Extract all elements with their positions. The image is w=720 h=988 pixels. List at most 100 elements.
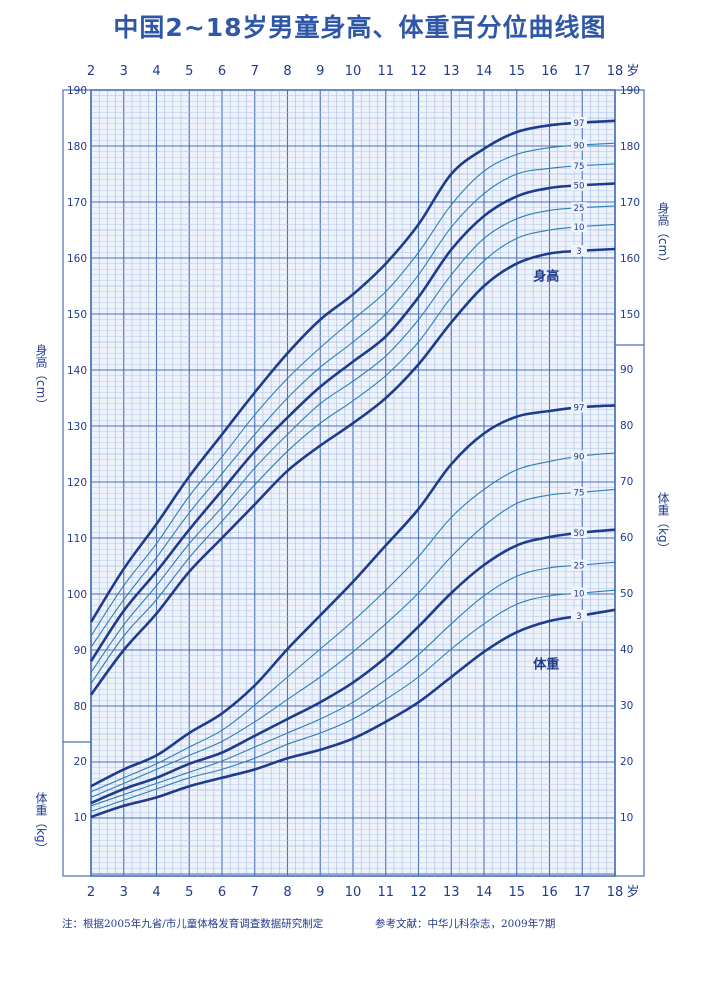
height-tick-label-left: 90: [74, 645, 87, 657]
x-tick-label-bottom: 4: [152, 885, 160, 900]
weight-curve-p50: [90, 528, 616, 805]
weight-label-bg: [570, 559, 587, 571]
height-curve-p90: [90, 142, 616, 637]
x-tick-label-top: 2: [87, 64, 95, 79]
weight-percentile-label-10: 10: [574, 590, 585, 600]
weight-tick-label-right: 90: [620, 364, 633, 376]
x-tick-label-bottom: 17: [574, 885, 591, 900]
right-axis-frame: [614, 89, 645, 877]
x-tick-label-top: 9: [316, 64, 324, 79]
x-tick-label-top: 18: [607, 64, 624, 79]
height-percentile-label-25: 25: [574, 204, 585, 214]
weight-percentile-label-25: 25: [574, 562, 585, 572]
x-tick-label-bottom: 14: [476, 885, 493, 900]
weight-tick-label-right: 50: [620, 588, 633, 600]
left-height-axis-label: 身高（cm）: [34, 344, 48, 411]
x-tick-label-top: 4: [152, 64, 160, 79]
chart-labels: 2 2 3 3 4 4 5 5 6 6 7 7 8 8 9 9 10 10 11 11 12 12 13 13 14 14 15 15…: [67, 64, 640, 900]
x-tick-label-bottom: 12: [410, 885, 427, 900]
x-tick-label-bottom: 2: [87, 885, 95, 900]
weight-percentile-label-75: 75: [574, 489, 585, 499]
weight-curve-p97: [90, 404, 616, 788]
height-tick-label-left: 100: [67, 589, 87, 601]
weight-curve-p10: [90, 589, 616, 812]
x-tick-label-top: 14: [476, 64, 493, 79]
height-tick-label-right: 160: [620, 253, 640, 265]
x-tick-label-bottom: 16: [541, 885, 558, 900]
weight-tick-label-right: 70: [620, 476, 633, 488]
height-label-bg: [570, 202, 587, 214]
height-curve-p3: [89, 247, 616, 696]
weight-tick-label-right: 20: [620, 756, 633, 768]
height-percentile-label-50: 50: [574, 182, 585, 192]
x-tick-label-bottom: 15: [508, 885, 525, 900]
weight-label-bg: [570, 486, 587, 498]
height-label-bg: [570, 116, 587, 128]
left-weight-axis-label: 体重（kg）: [34, 792, 48, 855]
weight-curve-p25: [90, 561, 616, 807]
height-tick-label-left: 160: [67, 253, 87, 265]
x-tick-label-bottom: 18: [607, 885, 624, 900]
height-tick-label-left: 110: [67, 533, 87, 545]
height-tick-label-left: 180: [67, 141, 87, 153]
height-tick-label-right: 180: [620, 141, 640, 153]
weight-percentile-label-90: 90: [574, 452, 585, 462]
height-tick-label-left: 130: [67, 421, 87, 433]
chart-title: 中国2~18岁男童身高、体重百分位曲线图: [113, 13, 607, 42]
x-tick-label-bottom: 9: [316, 885, 324, 900]
height-curve-p50: [89, 182, 616, 662]
weight-percentile-label-97: 97: [574, 404, 585, 414]
height-tick-label-left: 150: [67, 309, 87, 321]
x-tick-label-top: 3: [120, 64, 128, 79]
height-tick-label-right: 190: [620, 85, 640, 97]
height-tick-label-left: 170: [67, 197, 87, 209]
height-percentile-label-90: 90: [574, 141, 585, 151]
height-tick-label-left: 80: [74, 701, 87, 713]
x-tick-label-top: 12: [410, 64, 427, 79]
weight-curve-p3: [90, 608, 616, 819]
weight-curve-p75: [90, 488, 616, 798]
height-tick-label-right: 150: [620, 309, 640, 321]
x-tick-label-top: 17: [574, 64, 591, 79]
height-percentile-label-3: 3: [576, 247, 581, 257]
x-tick-label-bottom: 11: [377, 885, 394, 900]
height-curve-p10: [90, 223, 616, 684]
weight-tick-label-right: 60: [620, 532, 633, 544]
x-tick-label-top: 6: [218, 64, 226, 79]
percentile-curves: [89, 119, 616, 819]
height-tick-label-left: 190: [67, 85, 87, 97]
height-percentile-label-97: 97: [574, 119, 585, 129]
x-tick-label-bottom: 5: [185, 885, 193, 900]
weight-curve-p90: [90, 452, 616, 793]
footer-reference: 参考文献：中华儿科杂志，2009年7期: [375, 918, 556, 930]
weight-label-bg: [570, 587, 587, 599]
x-tick-label-bottom: 10: [345, 885, 362, 900]
weight-tick-label-right: 10: [620, 812, 633, 824]
x-tick-label-top: 8: [283, 64, 291, 79]
height-label-bg: [570, 160, 587, 172]
x-tick-label-bottom: 8: [283, 885, 291, 900]
x-tick-label-top: 11: [377, 64, 394, 79]
weight-curve-group-label: 体重: [533, 657, 559, 673]
height-label-bg: [570, 245, 587, 257]
weight-label-bg: [570, 401, 587, 413]
height-percentile-label-75: 75: [574, 162, 585, 172]
height-label-bg: [570, 139, 587, 151]
x-tick-label-top: 13: [443, 64, 460, 79]
x-unit-bottom: 岁: [626, 885, 639, 900]
height-tick-label-left: 120: [67, 477, 87, 489]
x-tick-label-top: 16: [541, 64, 558, 79]
x-tick-label-bottom: 13: [443, 885, 460, 900]
height-percentile-label-10: 10: [574, 223, 585, 233]
x-tick-label-top: 10: [345, 64, 362, 79]
x-unit-top: 岁: [626, 64, 639, 79]
right-weight-axis-label: 体重（kg）: [656, 492, 670, 555]
weight-label-bg: [570, 609, 587, 621]
height-curve-group-label: 身高: [533, 268, 559, 284]
weight-tick-label-left: 10: [74, 812, 87, 824]
weight-percentile-label-3: 3: [576, 612, 581, 622]
right-height-axis-label: 身高（cm）: [656, 202, 670, 269]
x-tick-label-bottom: 7: [251, 885, 259, 900]
left-axis-frame: [62, 89, 92, 877]
